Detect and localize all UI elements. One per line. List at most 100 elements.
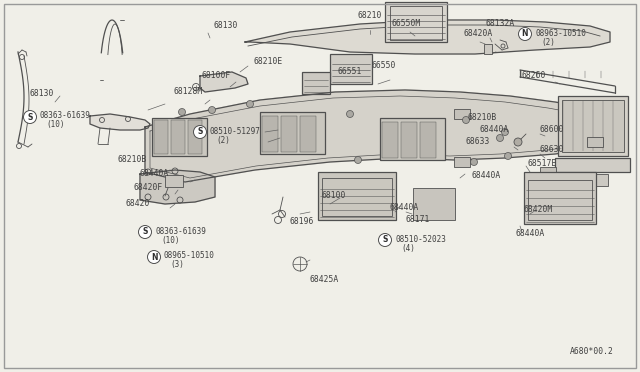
Bar xyxy=(165,175,183,187)
Text: 08363-61639: 08363-61639 xyxy=(155,227,206,235)
Bar xyxy=(401,122,417,158)
Text: 66551: 66551 xyxy=(338,67,362,77)
Bar xyxy=(385,2,447,42)
Text: 68130: 68130 xyxy=(30,90,54,99)
Bar xyxy=(562,100,624,152)
Text: A680*00.2: A680*00.2 xyxy=(570,347,614,356)
Text: 08363-61639: 08363-61639 xyxy=(40,112,91,121)
Circle shape xyxy=(246,100,253,108)
Circle shape xyxy=(346,110,353,118)
Bar xyxy=(260,112,325,154)
Text: 68196: 68196 xyxy=(290,218,314,227)
Circle shape xyxy=(138,225,152,238)
Text: 68440A: 68440A xyxy=(472,171,501,180)
Text: 68440A: 68440A xyxy=(480,125,509,134)
Text: 68420: 68420 xyxy=(126,199,150,208)
Text: 68440A: 68440A xyxy=(140,170,169,179)
Polygon shape xyxy=(200,72,248,92)
Bar xyxy=(322,178,392,216)
Text: (10): (10) xyxy=(46,121,65,129)
Bar xyxy=(188,120,202,154)
Bar xyxy=(300,116,316,152)
Text: 68210B: 68210B xyxy=(467,113,496,122)
Bar xyxy=(152,118,207,156)
Text: (3): (3) xyxy=(170,260,184,269)
Text: 68600: 68600 xyxy=(539,125,563,135)
Circle shape xyxy=(502,128,509,135)
Text: 68420M: 68420M xyxy=(524,205,553,215)
Circle shape xyxy=(514,138,522,146)
Bar xyxy=(528,180,592,220)
Text: (2): (2) xyxy=(216,135,230,144)
Text: 08963-10510: 08963-10510 xyxy=(535,29,586,38)
Text: N: N xyxy=(522,29,528,38)
Text: 68100F: 68100F xyxy=(202,71,231,80)
Bar xyxy=(413,188,455,220)
Text: 68440A: 68440A xyxy=(390,203,419,212)
Bar xyxy=(540,167,556,177)
Circle shape xyxy=(470,158,477,166)
Circle shape xyxy=(179,109,186,115)
Bar xyxy=(568,174,608,186)
Polygon shape xyxy=(245,20,610,54)
Bar xyxy=(484,44,492,54)
Text: S: S xyxy=(197,128,203,137)
Bar xyxy=(281,116,297,152)
Bar xyxy=(390,6,442,40)
Text: 68130: 68130 xyxy=(214,22,238,31)
Text: 66550: 66550 xyxy=(372,61,396,71)
Text: 68425A: 68425A xyxy=(310,276,339,285)
Text: 08510-51297: 08510-51297 xyxy=(210,126,261,135)
Text: 66550M: 66550M xyxy=(391,19,420,29)
Text: (10): (10) xyxy=(161,235,179,244)
Bar xyxy=(330,54,372,84)
Text: 68420A: 68420A xyxy=(464,29,493,38)
Bar xyxy=(420,122,436,158)
Bar xyxy=(382,122,398,158)
Circle shape xyxy=(193,125,207,138)
Bar xyxy=(380,118,445,160)
Polygon shape xyxy=(145,90,618,182)
Circle shape xyxy=(463,116,470,124)
Text: 68630: 68630 xyxy=(539,145,563,154)
Circle shape xyxy=(24,110,36,124)
Text: 68210: 68210 xyxy=(358,12,382,20)
Text: S: S xyxy=(28,112,33,122)
Text: 68440A: 68440A xyxy=(516,230,545,238)
Polygon shape xyxy=(145,90,618,127)
Circle shape xyxy=(504,153,511,160)
Text: 68420F: 68420F xyxy=(134,183,163,192)
Bar xyxy=(154,120,168,154)
Bar xyxy=(318,172,396,220)
Text: (2): (2) xyxy=(541,38,555,46)
Text: N: N xyxy=(151,253,157,262)
Bar xyxy=(171,120,185,154)
Circle shape xyxy=(378,234,392,247)
Text: 68171: 68171 xyxy=(406,215,430,224)
Bar xyxy=(524,172,596,224)
Text: S: S xyxy=(382,235,388,244)
Text: 68132A: 68132A xyxy=(486,19,515,29)
Text: 08965-10510: 08965-10510 xyxy=(164,251,215,260)
Text: 68128M: 68128M xyxy=(174,87,204,96)
Circle shape xyxy=(518,28,531,41)
Bar xyxy=(454,157,470,167)
Circle shape xyxy=(497,135,504,141)
Text: 68100: 68100 xyxy=(322,192,346,201)
Text: 08510-52023: 08510-52023 xyxy=(395,234,446,244)
Text: (4): (4) xyxy=(401,244,415,253)
Text: S: S xyxy=(142,228,148,237)
Circle shape xyxy=(209,106,216,113)
Polygon shape xyxy=(140,170,215,204)
Circle shape xyxy=(147,250,161,263)
Bar xyxy=(302,72,330,94)
Polygon shape xyxy=(90,114,150,130)
Text: 68517E: 68517E xyxy=(528,160,557,169)
Circle shape xyxy=(355,157,362,164)
Text: 68210B: 68210B xyxy=(118,155,147,164)
Text: 68210E: 68210E xyxy=(253,58,282,67)
Bar xyxy=(587,137,603,147)
Bar xyxy=(262,116,278,152)
Text: 68260: 68260 xyxy=(522,71,547,80)
Bar xyxy=(555,158,630,172)
